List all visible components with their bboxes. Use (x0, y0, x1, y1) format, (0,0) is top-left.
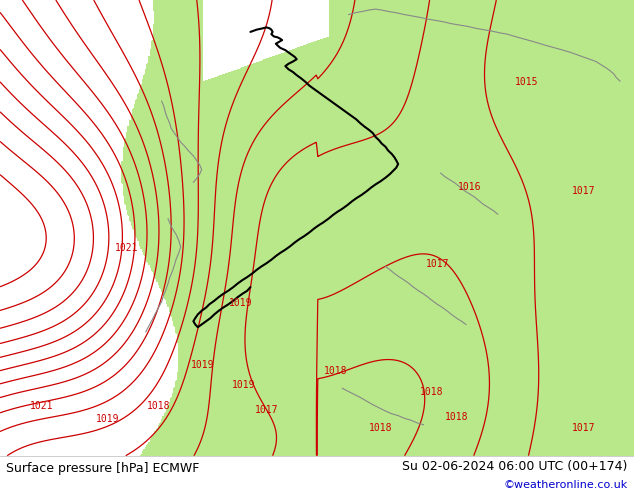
Text: 1021: 1021 (29, 400, 53, 411)
Text: 1017: 1017 (425, 259, 450, 270)
Text: 1019: 1019 (232, 380, 256, 390)
Text: 1021: 1021 (115, 244, 139, 253)
Text: 1017: 1017 (254, 405, 278, 415)
Text: 1018: 1018 (444, 412, 469, 422)
Text: 1018: 1018 (368, 423, 392, 433)
Text: 1015: 1015 (514, 77, 538, 87)
Text: 1017: 1017 (571, 423, 595, 433)
Text: Su 02-06-2024 06:00 UTC (00+174): Su 02-06-2024 06:00 UTC (00+174) (403, 460, 628, 473)
Text: 1018: 1018 (324, 367, 348, 376)
Text: 1016: 1016 (457, 182, 481, 192)
Text: 1019: 1019 (191, 360, 215, 369)
Text: 1018: 1018 (146, 400, 171, 411)
Text: Surface pressure [hPa] ECMWF: Surface pressure [hPa] ECMWF (6, 462, 200, 475)
Text: ©weatheronline.co.uk: ©weatheronline.co.uk (503, 480, 628, 490)
Text: 1019: 1019 (96, 414, 120, 424)
Text: 1017: 1017 (571, 186, 595, 196)
Text: 1019: 1019 (229, 298, 253, 308)
Text: 1018: 1018 (419, 387, 443, 397)
